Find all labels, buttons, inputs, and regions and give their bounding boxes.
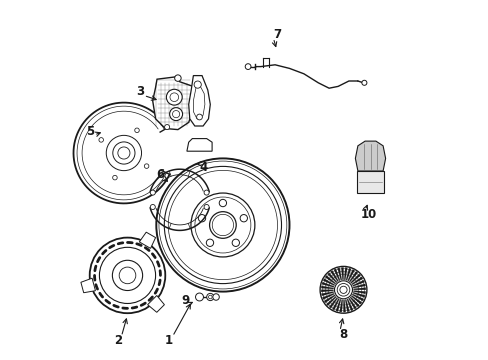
Circle shape xyxy=(106,135,141,171)
Wedge shape xyxy=(352,280,364,286)
Wedge shape xyxy=(330,270,338,282)
Circle shape xyxy=(150,190,155,195)
Wedge shape xyxy=(352,292,365,297)
Circle shape xyxy=(194,81,201,88)
Circle shape xyxy=(169,108,182,121)
Wedge shape xyxy=(346,299,352,311)
Polygon shape xyxy=(355,141,385,171)
Polygon shape xyxy=(188,76,210,126)
Circle shape xyxy=(150,204,155,210)
Wedge shape xyxy=(353,288,365,290)
Wedge shape xyxy=(341,267,343,280)
Wedge shape xyxy=(348,271,357,282)
Circle shape xyxy=(203,204,209,210)
Wedge shape xyxy=(351,277,362,285)
Circle shape xyxy=(174,75,181,81)
Wedge shape xyxy=(321,292,333,296)
Text: 2: 2 xyxy=(114,334,122,347)
Circle shape xyxy=(337,284,349,296)
Wedge shape xyxy=(350,274,360,283)
Wedge shape xyxy=(324,295,335,303)
Circle shape xyxy=(166,89,182,105)
Circle shape xyxy=(135,128,139,132)
Wedge shape xyxy=(346,268,350,280)
Circle shape xyxy=(196,114,202,120)
Circle shape xyxy=(334,281,352,299)
Wedge shape xyxy=(328,297,337,308)
Wedge shape xyxy=(335,299,340,311)
Circle shape xyxy=(190,193,254,257)
Circle shape xyxy=(198,215,205,222)
Wedge shape xyxy=(327,273,336,283)
Circle shape xyxy=(164,125,169,130)
Wedge shape xyxy=(348,298,356,309)
Wedge shape xyxy=(321,290,333,292)
Circle shape xyxy=(203,190,209,195)
Circle shape xyxy=(112,175,117,180)
Polygon shape xyxy=(356,171,384,193)
Circle shape xyxy=(99,138,103,142)
Polygon shape xyxy=(139,232,155,248)
Circle shape xyxy=(144,164,148,168)
Wedge shape xyxy=(332,298,339,310)
Circle shape xyxy=(113,142,135,164)
Circle shape xyxy=(195,293,203,301)
Wedge shape xyxy=(339,300,342,312)
Circle shape xyxy=(212,294,219,300)
Text: 6: 6 xyxy=(156,168,163,181)
Text: 4: 4 xyxy=(199,161,207,174)
Wedge shape xyxy=(325,275,335,284)
Circle shape xyxy=(118,147,130,159)
Wedge shape xyxy=(352,284,365,288)
Text: 5: 5 xyxy=(86,125,94,138)
Wedge shape xyxy=(347,270,354,281)
Wedge shape xyxy=(351,294,363,301)
Circle shape xyxy=(99,247,155,303)
Wedge shape xyxy=(350,296,361,304)
Circle shape xyxy=(119,267,136,284)
Wedge shape xyxy=(344,267,346,280)
Wedge shape xyxy=(321,286,333,289)
Polygon shape xyxy=(152,77,194,130)
Wedge shape xyxy=(333,269,339,281)
Circle shape xyxy=(206,293,213,301)
Wedge shape xyxy=(345,300,349,312)
Text: 1: 1 xyxy=(164,334,173,347)
Circle shape xyxy=(361,80,366,85)
Circle shape xyxy=(320,266,366,313)
Circle shape xyxy=(240,215,247,222)
Polygon shape xyxy=(81,278,95,293)
Wedge shape xyxy=(337,268,341,280)
Text: 3: 3 xyxy=(136,85,144,98)
Wedge shape xyxy=(323,279,334,285)
Text: 9: 9 xyxy=(181,294,189,307)
Polygon shape xyxy=(186,139,212,151)
Polygon shape xyxy=(147,296,164,312)
Text: 7: 7 xyxy=(272,28,281,41)
Circle shape xyxy=(206,239,213,247)
Circle shape xyxy=(219,199,226,207)
Circle shape xyxy=(244,64,250,69)
Wedge shape xyxy=(325,296,336,306)
Wedge shape xyxy=(343,300,345,312)
Circle shape xyxy=(339,286,346,293)
Circle shape xyxy=(232,239,239,247)
Circle shape xyxy=(89,238,165,313)
Circle shape xyxy=(156,158,289,292)
Circle shape xyxy=(112,260,142,291)
Wedge shape xyxy=(349,297,359,307)
Wedge shape xyxy=(322,293,334,300)
Wedge shape xyxy=(353,291,365,294)
Text: 10: 10 xyxy=(360,208,376,221)
Circle shape xyxy=(209,212,236,238)
Text: 8: 8 xyxy=(339,328,347,341)
Wedge shape xyxy=(321,282,333,287)
